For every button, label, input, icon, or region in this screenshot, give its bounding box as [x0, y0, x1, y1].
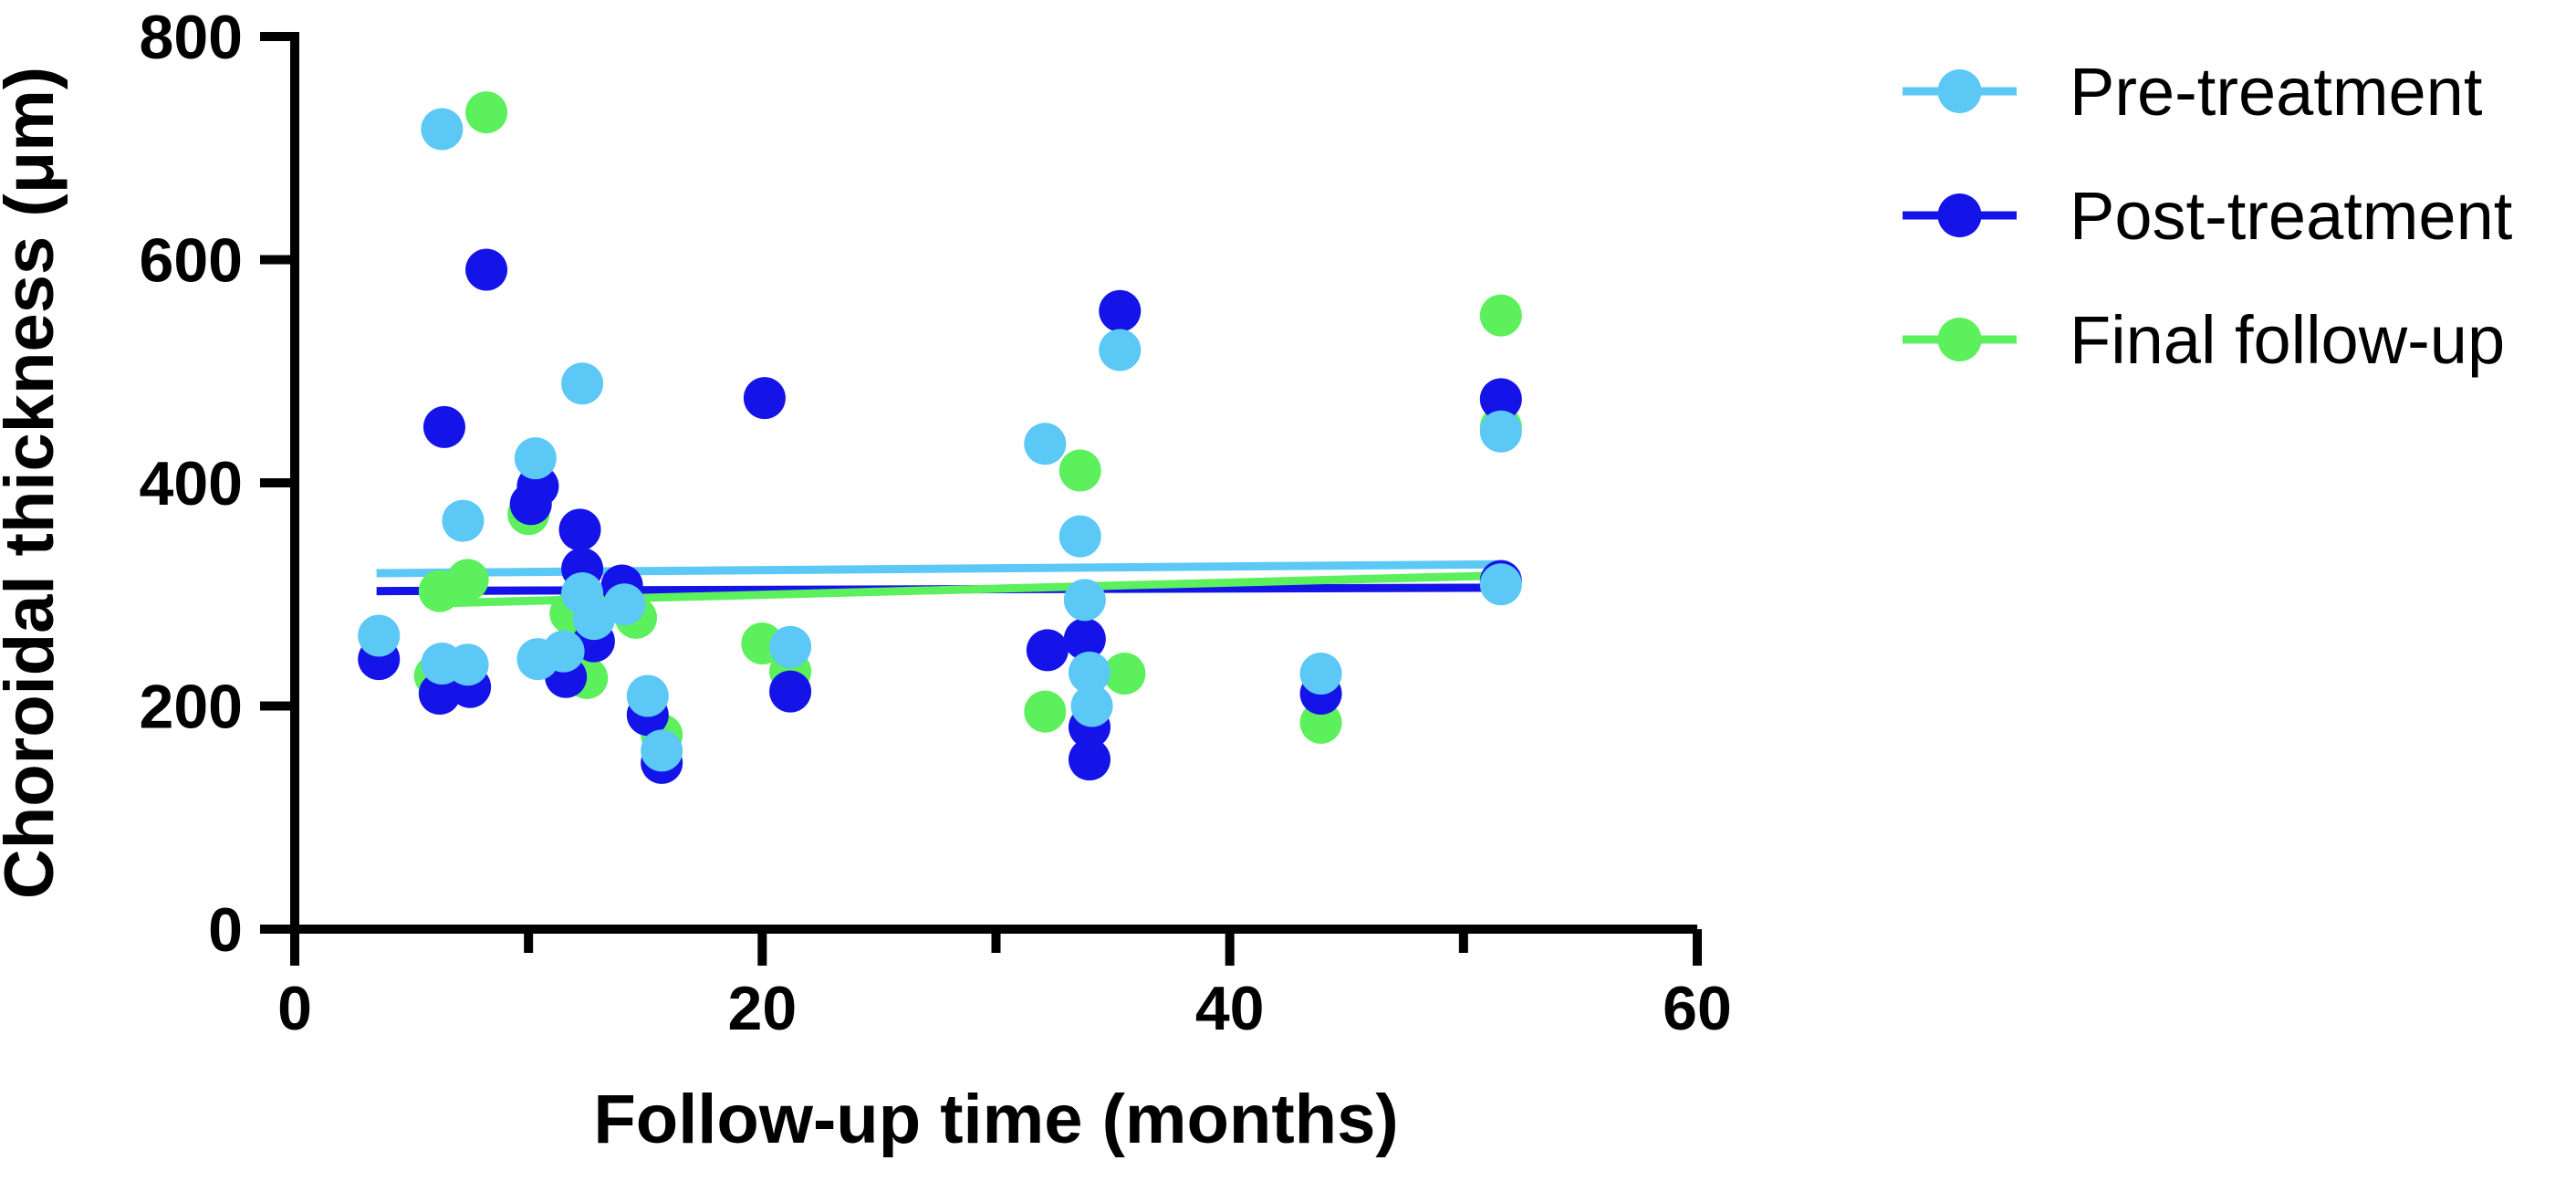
- x-tick-label: 60: [1663, 974, 1732, 1043]
- data-point: [641, 729, 683, 772]
- data-point: [1024, 423, 1067, 465]
- legend-item-final-follow-up: Final follow-up: [1903, 298, 2512, 382]
- chart-legend: Pre-treatment Post-treatment Final follo…: [1903, 49, 2512, 382]
- data-point: [1059, 449, 1101, 492]
- data-point: [1479, 410, 1522, 453]
- data-point: [1479, 378, 1522, 421]
- x-tick-label: 40: [1195, 974, 1265, 1043]
- final-follow-up-marker-icon: [1903, 318, 2017, 361]
- trend-line-pre-treatment: [376, 559, 1504, 578]
- data-point: [514, 437, 557, 480]
- data-point: [1299, 701, 1342, 744]
- legend-item-pre-treatment: Pre-treatment: [1903, 49, 2512, 133]
- data-point: [465, 248, 508, 291]
- data-point: [542, 630, 585, 673]
- x-tick-label: 0: [277, 974, 312, 1043]
- legend-label: Post-treatment: [2070, 177, 2513, 254]
- y-tick-label: 600: [140, 226, 243, 296]
- data-point: [1026, 629, 1069, 672]
- data-point: [743, 377, 786, 420]
- x-tick-label: 20: [728, 974, 798, 1043]
- data-point: [558, 508, 601, 551]
- data-point: [1299, 653, 1342, 695]
- data-point: [1099, 289, 1142, 332]
- data-point: [446, 643, 489, 686]
- data-point: [769, 670, 812, 713]
- y-axis: 0 200 400 600 800: [140, 3, 299, 965]
- data-point: [442, 499, 485, 542]
- data-point: [1479, 294, 1522, 337]
- data-point: [1063, 579, 1106, 622]
- data-point: [421, 108, 464, 151]
- y-axis-title: Choroidal thickness (μm): [0, 67, 68, 899]
- legend-label: Pre-treatment: [2070, 53, 2483, 130]
- data-point: [1063, 618, 1106, 661]
- data-point: [603, 583, 646, 626]
- x-axis: 0 20 40 60: [260, 925, 1732, 1043]
- data-point: [1479, 563, 1522, 606]
- data-point: [358, 614, 401, 657]
- post-treatment-marker-icon: [1903, 193, 2017, 237]
- pre-treatment-marker-icon: [1903, 69, 2017, 113]
- data-point: [422, 405, 465, 448]
- x-axis-title: Follow-up time (months): [593, 1081, 1398, 1158]
- legend-item-post-treatment: Post-treatment: [1903, 173, 2512, 257]
- data-points-post-treatment: [358, 248, 1522, 784]
- legend-label: Final follow-up: [2070, 301, 2506, 378]
- data-point: [446, 559, 489, 601]
- data-point: [1059, 515, 1101, 558]
- data-point: [465, 91, 508, 134]
- data-point: [561, 362, 604, 405]
- data-point: [1070, 685, 1113, 727]
- y-tick-label: 400: [140, 449, 243, 518]
- y-tick-label: 0: [208, 895, 243, 965]
- data-point: [1068, 651, 1111, 694]
- data-points-pre-treatment: [358, 108, 1522, 772]
- data-point: [626, 674, 669, 717]
- y-tick-label: 200: [140, 673, 243, 742]
- data-point: [769, 625, 812, 668]
- data-point: [1099, 329, 1142, 371]
- data-point: [1024, 690, 1067, 733]
- data-point: [1103, 653, 1146, 695]
- data-point: [1068, 738, 1111, 781]
- y-tick-label: 800: [140, 3, 243, 72]
